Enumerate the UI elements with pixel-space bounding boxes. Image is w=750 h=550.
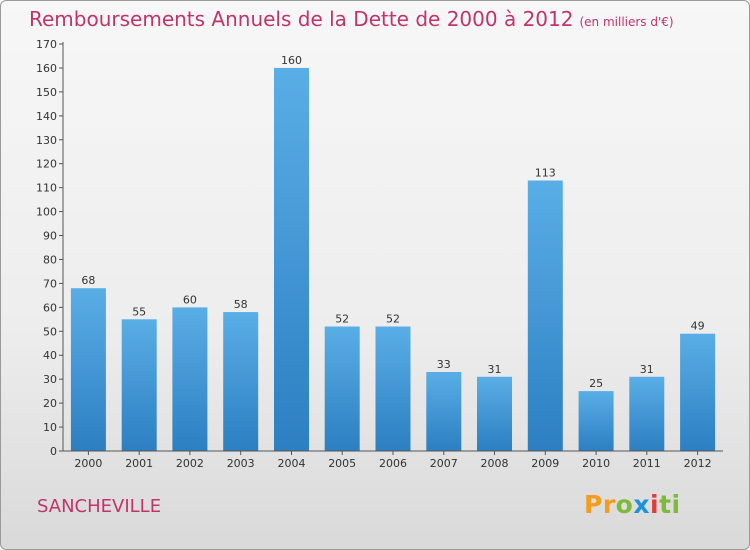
bar-2012 xyxy=(680,333,716,451)
bar-2005 xyxy=(324,326,360,451)
y-tick-label: 90 xyxy=(43,230,57,243)
x-tick-label: 2004 xyxy=(278,457,306,470)
x-tick-label: 2007 xyxy=(430,457,458,470)
value-label: 31 xyxy=(488,363,502,376)
x-tick-label: 2008 xyxy=(481,457,509,470)
y-tick-label: 10 xyxy=(43,421,57,434)
y-tick-label: 60 xyxy=(43,301,57,314)
y-axis: 0 10 20 30 40 50 60 70 80 90 100 110 120 130 140 150 160… xyxy=(36,38,64,458)
value-label: 49 xyxy=(691,320,705,333)
value-label: 31 xyxy=(640,363,654,376)
bars: 68 55 60 58 160 52 52 33 31 113 25 31 49 xyxy=(70,54,716,452)
x-tick-label: 2001 xyxy=(125,457,153,470)
x-tick-label: 2005 xyxy=(328,457,356,470)
bar-2002 xyxy=(172,307,208,451)
y-tick-label: 40 xyxy=(43,349,57,362)
value-label: 52 xyxy=(335,313,349,326)
value-label: 60 xyxy=(183,293,197,306)
y-tick-label: 20 xyxy=(43,397,57,410)
value-label: 113 xyxy=(535,167,556,180)
proxiti-logo[interactable]: Proxiti xyxy=(584,490,681,519)
bar-2011 xyxy=(629,376,665,451)
y-tick-label: 0 xyxy=(50,445,57,458)
x-tick-label: 2012 xyxy=(684,457,712,470)
bar-2006 xyxy=(375,326,411,451)
chart-title: Remboursements Annuels de la Dette de 20… xyxy=(29,7,674,31)
value-label: 160 xyxy=(281,54,302,67)
y-tick-label: 80 xyxy=(43,253,57,266)
value-label: 68 xyxy=(81,274,95,287)
x-tick-label: 2003 xyxy=(227,457,255,470)
value-label: 33 xyxy=(437,358,451,371)
bar-2009 xyxy=(527,180,563,451)
x-tick-label: 2010 xyxy=(582,457,610,470)
y-tick-label: 130 xyxy=(36,134,57,147)
y-tick-label: 170 xyxy=(36,38,57,51)
bar-2008 xyxy=(477,376,512,451)
y-tick-label: 100 xyxy=(36,206,57,219)
value-label: 55 xyxy=(132,305,146,318)
x-tick-label: 2002 xyxy=(176,457,204,470)
bar-2004 xyxy=(274,67,309,452)
bar-2010 xyxy=(578,391,614,451)
y-tick-label: 140 xyxy=(36,110,57,123)
chart-title-main: Remboursements Annuels de la Dette de 20… xyxy=(29,7,574,31)
value-label: 25 xyxy=(589,377,603,390)
y-tick-label: 50 xyxy=(43,325,57,338)
y-tick-label: 110 xyxy=(36,182,57,195)
bar-2003 xyxy=(223,312,259,451)
x-tick-label: 2009 xyxy=(531,457,559,470)
value-label: 58 xyxy=(234,298,248,311)
bar-2001 xyxy=(121,319,157,451)
y-tick-label: 120 xyxy=(36,158,57,171)
y-tick-label: 30 xyxy=(43,373,57,386)
x-axis: 2000 2001 2002 2003 2004 2005 2006 2007 2008 2009… xyxy=(63,450,723,470)
x-tick-label: 2000 xyxy=(74,457,102,470)
y-tick-label: 150 xyxy=(36,86,57,99)
x-tick-label: 2006 xyxy=(379,457,407,470)
commune-name: SANCHEVILLE xyxy=(37,496,162,517)
chart-title-unit: (en milliers d'€) xyxy=(579,15,674,29)
y-tick-label: 70 xyxy=(43,277,57,290)
bar-2007 xyxy=(426,372,462,451)
value-label: 52 xyxy=(386,313,400,326)
bar-2000 xyxy=(70,288,106,451)
y-tick-label: 160 xyxy=(36,62,57,75)
x-tick-label: 2011 xyxy=(633,457,661,470)
